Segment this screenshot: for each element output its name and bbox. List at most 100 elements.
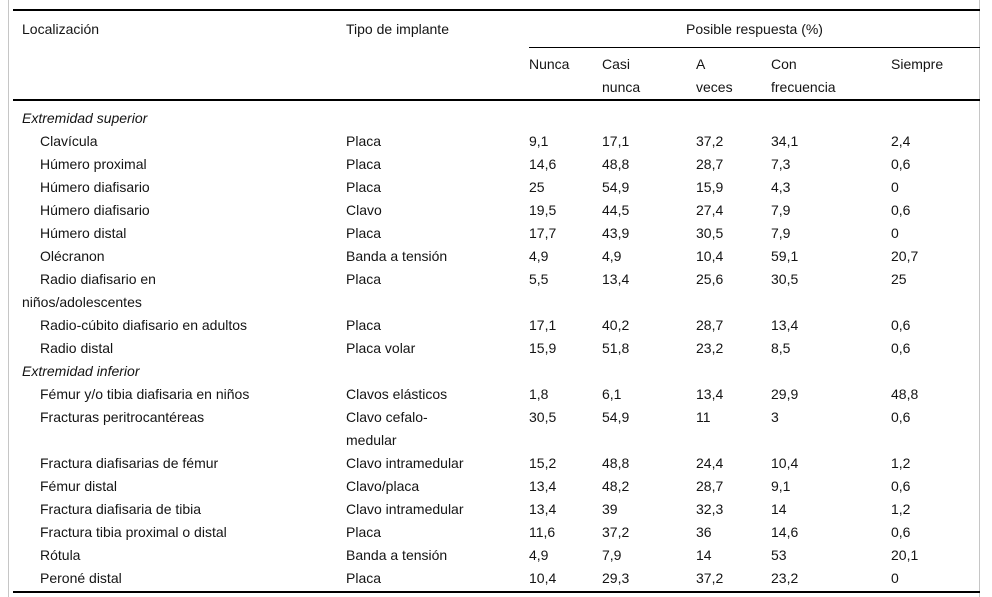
value-cell: 7,9 (771, 225, 791, 241)
location-line1: Fracturas peritrocantéreas (40, 409, 205, 425)
value-cell: 17,7 (529, 225, 557, 241)
value-cell: 13,4 (529, 478, 557, 494)
table-frame: Localización Tipo de implante Posible re… (8, 0, 980, 597)
value-cell: 5,5 (529, 271, 549, 287)
value-cell: 8,5 (771, 340, 791, 356)
implant-line1: Clavo intramedular (346, 501, 464, 517)
value-cell: 43,9 (602, 225, 630, 241)
value-cell: 11 (696, 409, 711, 425)
location-cell: Húmero distal (13, 222, 346, 245)
location-line1: Peroné distal (40, 570, 122, 586)
value-cell: 15,9 (696, 179, 724, 195)
value-cell: 9,1 (771, 478, 791, 494)
value-cell: 10,4 (771, 455, 799, 471)
implant-cell: Clavos elásticos (346, 383, 529, 406)
table-row: Peroné distal Placa 10,4 29,3 37,2 23,2 0 (13, 567, 980, 593)
implant-cell: Clavo/placa (346, 475, 529, 498)
value-cell: 20,1 (891, 547, 919, 563)
table-row: Fémur y/o tibia diafisaria en niños Clavo… (13, 383, 980, 406)
implant-cell: Clavo cefalo-medular (346, 406, 529, 452)
column-header-tipo-implante: Tipo de implante (346, 10, 529, 101)
table-row: Húmero distal Placa 17,7 43,9 30,5 7,9 0 (13, 222, 980, 245)
implant-cell: Placa (346, 222, 529, 245)
value-cell: 15,2 (529, 455, 557, 471)
location-line1: Olécranon (40, 248, 105, 264)
location-cell: Radio diafisario en niños/adolescentes (13, 268, 346, 314)
location-cell: Clavícula (13, 130, 346, 153)
location-cell: Peroné distal (13, 567, 346, 593)
value-cell: 59,1 (771, 248, 799, 264)
value-cell: 48,8 (602, 455, 630, 471)
value-cell: 30,5 (771, 271, 799, 287)
value-cell: 7,9 (771, 202, 791, 218)
value-cell: 14 (696, 547, 712, 563)
value-cell: 0 (891, 567, 980, 593)
location-line1: Fractura diafisarias de fémur (40, 455, 219, 471)
value-cell: 0,6 (891, 478, 911, 494)
column-header-localizacion: Localización (13, 10, 346, 101)
subcol-line2: frecuencia (771, 79, 836, 95)
location-cell: Fractura tibia proximal o distal (13, 521, 346, 544)
table-row: Fémur distal Clavo/placa 13,4 48,2 28,7 9,1 0,… (13, 475, 980, 498)
column-header-a-veces: A veces (696, 47, 771, 101)
value-cell: 0 (891, 225, 899, 241)
value-cell: 48,8 (602, 156, 630, 172)
table-inner: Localización Tipo de implante Posible re… (9, 0, 980, 593)
value-cell: 4,9 (529, 547, 549, 563)
table-row: Fracturas peritrocantéreas Clavo cefalo-m… (13, 406, 980, 452)
location-cell: Fractura diafisarias de fémur (13, 452, 346, 475)
column-header-con-frecuencia: Con frecuencia (771, 47, 891, 101)
value-cell: 10,4 (696, 248, 724, 264)
value-cell: 0,6 (891, 409, 911, 425)
implant-line1: Clavo cefalo- (346, 409, 428, 425)
subcol-line2: veces (696, 79, 733, 95)
value-cell: 19,5 (529, 202, 557, 218)
implant-line1: Clavos elásticos (346, 386, 448, 402)
value-cell: 29,9 (771, 386, 799, 402)
implant-line1: Placa (346, 133, 382, 149)
location-cell: Húmero proximal (13, 153, 346, 176)
subcol-line1: A (696, 56, 706, 72)
location-cell: Fracturas peritrocantéreas (13, 406, 346, 452)
value-cell: 3 (771, 409, 779, 425)
location-cell: Olécranon (13, 245, 346, 268)
location-line1: Rótula (40, 547, 81, 563)
subcol-line2: nunca (602, 79, 641, 95)
value-cell: 39 (602, 501, 618, 517)
value-cell: 0,6 (891, 202, 911, 218)
implant-cell: Clavo intramedular (346, 498, 529, 521)
value-cell: 37,2 (602, 524, 630, 540)
results-table: Localización Tipo de implante Posible re… (13, 9, 980, 593)
implant-line1: Placa (346, 225, 382, 241)
value-cell: 4,3 (771, 179, 791, 195)
value-cell: 34,1 (771, 133, 799, 149)
value-cell: 0 (891, 179, 899, 195)
implant-line1: Clavo (346, 202, 382, 218)
table-row: Fractura tibia proximal o distal Placa 11,… (13, 521, 980, 544)
subcol-line1: Con (771, 56, 797, 72)
implant-line1: Placa (346, 271, 382, 287)
value-cell: 32,3 (696, 501, 724, 517)
value-cell: 54,9 (602, 409, 630, 425)
implant-cell: Placa volar (346, 337, 529, 360)
table-body: Extremidad superior Clavícula Placa 9,1 17,1… (13, 100, 980, 593)
value-cell: 51,8 (602, 340, 630, 356)
value-cell: 28,7 (696, 317, 724, 333)
value-cell: 13,4 (529, 501, 557, 517)
table-row: Radio diafisario en niños/adolescentes Pla… (13, 268, 980, 314)
value-cell: 40,2 (602, 317, 630, 333)
value-cell: 15,9 (529, 340, 557, 356)
table-row: Rótula Banda a tensión 4,9 7,9 14 53 20,1 (13, 544, 980, 567)
table-row: Húmero proximal Placa 14,6 48,8 28,7 7,3 0,6 (13, 153, 980, 176)
value-cell: 25 (529, 179, 545, 195)
implant-line1: Banda a tensión (346, 248, 448, 264)
implant-cell: Clavo (346, 199, 529, 222)
value-cell: 44,5 (602, 202, 630, 218)
section-row: Extremidad superior (13, 100, 980, 130)
value-cell: 28,7 (696, 156, 724, 172)
value-cell: 29,3 (602, 567, 696, 593)
subcol-line1: Casi (602, 56, 631, 72)
value-cell: 17,1 (529, 317, 557, 333)
value-cell: 7,3 (771, 156, 791, 172)
value-cell: 1,8 (529, 386, 549, 402)
